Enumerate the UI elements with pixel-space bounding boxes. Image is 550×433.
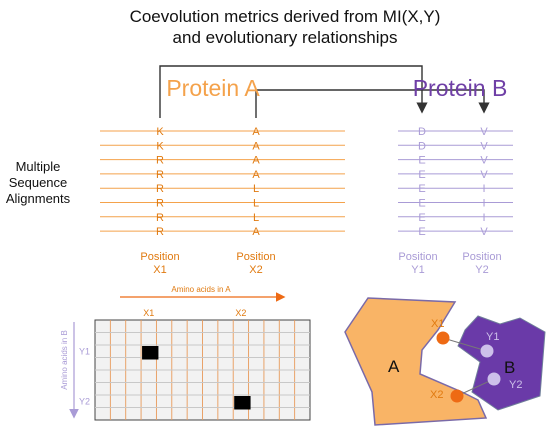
- residue-x2: A: [252, 126, 260, 138]
- matrix-labels: X1 X2 Y1 Y2: [79, 308, 246, 406]
- connector-x2-y2: [255, 89, 490, 118]
- position-x1-word: Position: [140, 251, 179, 263]
- amino-acids-a-label: Amino acids in A: [171, 285, 231, 294]
- residue-x1: K: [156, 140, 164, 152]
- residue-x1: R: [156, 212, 164, 224]
- residue-x2: A: [252, 140, 260, 152]
- position-y2-id: Y2: [475, 264, 488, 276]
- residue-y1: E: [418, 183, 425, 195]
- contact-line-x2-y2: [456, 378, 495, 397]
- structure-schematic: A B X1 X2 Y1 Y2: [344, 297, 546, 426]
- coevolution-connectors: [159, 65, 490, 118]
- residue-x1: R: [156, 155, 164, 167]
- residue-y2: I: [482, 212, 485, 224]
- residue-dot-y2: [487, 372, 501, 386]
- residue-y1: D: [418, 126, 426, 138]
- residue-x2: A: [252, 226, 260, 238]
- matrix-col-label: X1: [143, 308, 154, 318]
- residue-x1: R: [156, 169, 164, 181]
- structure-label-x1: X1: [431, 318, 444, 330]
- structure-label-a: A: [388, 357, 400, 376]
- position-x2-id: X2: [249, 264, 262, 276]
- residue-y1: E: [418, 198, 425, 210]
- title-line-1: Coevolution metrics derived from MI(X,Y): [130, 7, 441, 26]
- structure-label-b: B: [504, 358, 515, 377]
- matrix-filled-cells: [142, 346, 251, 410]
- residue-y2: V: [480, 226, 488, 238]
- protein-a-title: Protein A: [166, 75, 260, 101]
- structure-label-y2: Y2: [509, 379, 522, 391]
- title-line-2: and evolutionary relationships: [173, 28, 398, 47]
- structure-label-x2: X2: [430, 389, 443, 401]
- residue-y2: I: [482, 183, 485, 195]
- residue-dot-x2: [450, 389, 464, 403]
- residue-x2: L: [253, 183, 259, 195]
- msa-lines-protein-a: [100, 130, 345, 232]
- residue-x1: R: [156, 226, 164, 238]
- residue-x2: A: [252, 155, 260, 167]
- residue-y1: D: [418, 140, 426, 152]
- position-x1-id: X1: [153, 264, 166, 276]
- position-y2-word: Position: [462, 251, 501, 263]
- protein-b-shape: [457, 315, 546, 411]
- matrix-grid: [95, 320, 310, 420]
- residue-y2: V: [480, 169, 488, 181]
- position-y1-word: Position: [398, 251, 437, 263]
- msa-label-line-2: Sequence: [9, 175, 68, 190]
- position-labels: Position X1 Position X2 Position Y1 Posi…: [140, 251, 501, 276]
- protein-a-shape: [344, 297, 488, 426]
- connector-x1-y1: [159, 65, 428, 118]
- residue-x2: A: [252, 169, 260, 181]
- residue-y1: E: [418, 169, 425, 181]
- residue-y2: I: [482, 198, 485, 210]
- matrix-filled-cell: [142, 346, 159, 360]
- residue-y2: V: [480, 155, 488, 167]
- matrix-filled-cell: [234, 396, 251, 410]
- residue-y1: E: [418, 155, 425, 167]
- residue-y2: V: [480, 140, 488, 152]
- residue-dot-y1: [480, 344, 494, 358]
- protein-b-title: Protein B: [413, 75, 508, 101]
- residue-x2: L: [253, 212, 259, 224]
- msa-label-line-1: Multiple: [16, 159, 61, 174]
- amino-acids-b-label: Amino acids in B: [60, 330, 69, 390]
- matrix-row-label: Y2: [79, 396, 90, 406]
- residue-x1: R: [156, 183, 164, 195]
- residue-y1: E: [418, 212, 425, 224]
- residue-x1: R: [156, 198, 164, 210]
- residue-x1: K: [156, 126, 164, 138]
- structure-label-y1: Y1: [486, 331, 499, 343]
- coevolution-matrix: X1 X2 Y1 Y2: [79, 308, 311, 421]
- position-x2-word: Position: [236, 251, 275, 263]
- residue-x2: L: [253, 198, 259, 210]
- msa-label-line-3: Alignments: [6, 191, 71, 206]
- residue-dot-x1: [436, 331, 450, 345]
- msa-lines-protein-b: [398, 130, 513, 232]
- contact-line-x1-y1: [442, 337, 488, 352]
- position-y1-id: Y1: [411, 264, 424, 276]
- matrix-col-label: X2: [235, 308, 246, 318]
- matrix-row-label: Y1: [79, 346, 90, 356]
- residue-y1: E: [418, 226, 425, 238]
- residue-y2: V: [480, 126, 488, 138]
